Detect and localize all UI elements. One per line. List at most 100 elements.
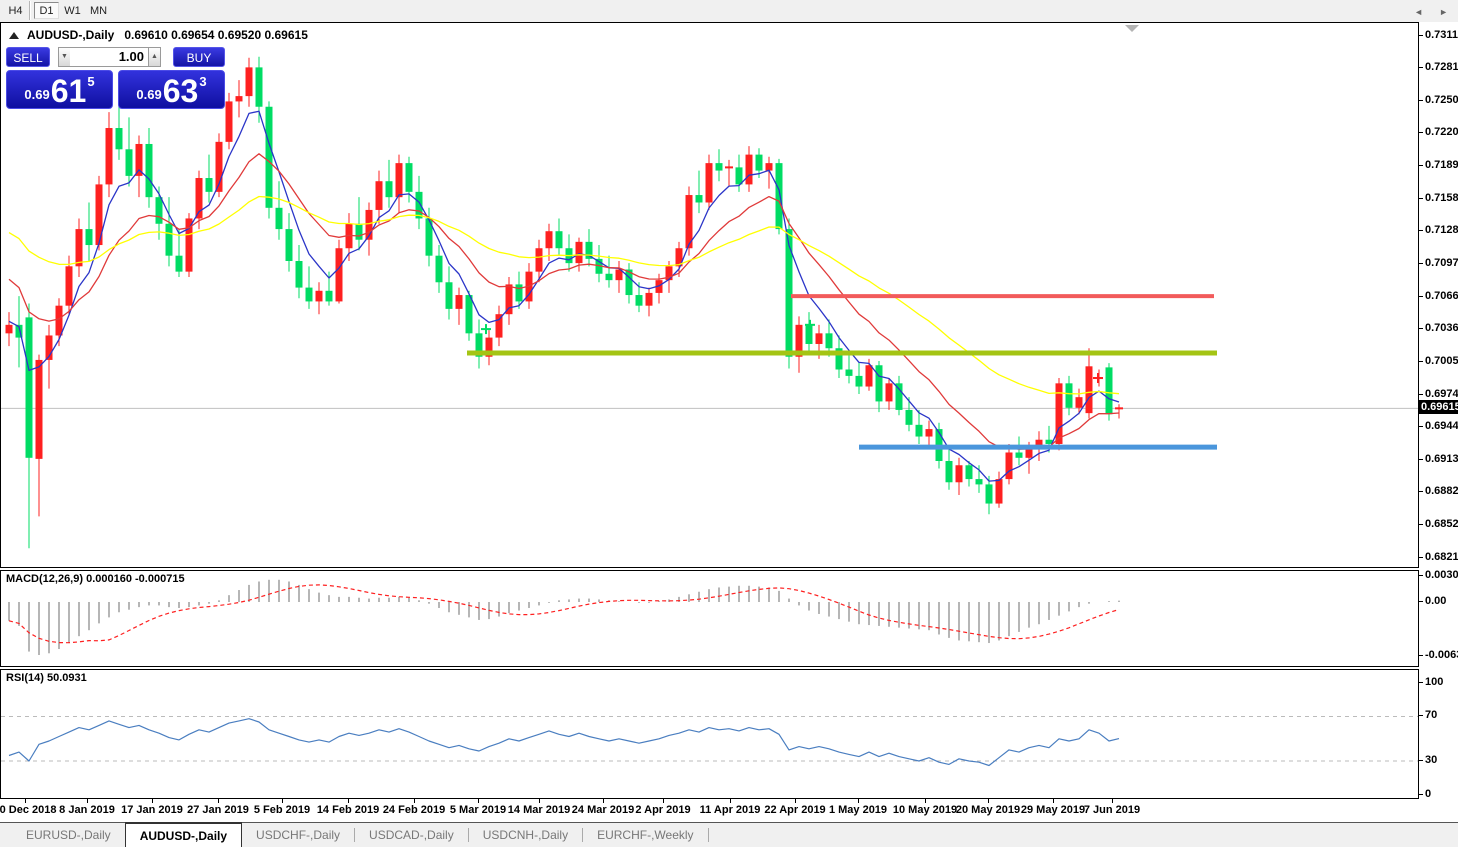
rsi-indicator-panel[interactable]: RSI(14) 50.0931: [0, 669, 1419, 799]
candle-body: [145, 143, 153, 198]
candle-body: [125, 149, 133, 176]
macd-label: MACD(12,26,9) 0.000160 -0.000715: [6, 573, 185, 585]
candle-body: [745, 154, 753, 185]
price-tick-label: 0.72505: [1425, 93, 1458, 106]
macd-tick-label: 0.00: [1425, 595, 1447, 607]
date-tick-label: 27 Jan 2019: [187, 804, 249, 816]
price-tick-mark: [1419, 230, 1423, 232]
buy-price-box[interactable]: 0.69 63 3: [118, 70, 225, 109]
candles-group: [5, 56, 1123, 549]
rsi-label: RSI(14) 50.0931: [6, 672, 87, 684]
rsi-tick-label: 30: [1425, 754, 1438, 767]
macd-tick-mark: [1419, 601, 1423, 602]
macd-signal-line: [8, 584, 1120, 644]
macd-indicator-panel[interactable]: MACD(12,26,9) 0.000160 -0.000715: [0, 570, 1419, 667]
sell-button[interactable]: SELL: [6, 47, 50, 67]
tab-usdcnhdaily[interactable]: USDCNH-,Daily: [482, 828, 569, 842]
rsi-tick-mark: [1419, 760, 1423, 762]
candle-body: [685, 195, 693, 249]
candle-body: [535, 248, 543, 272]
candle-body: [675, 248, 683, 267]
price-tick-mark: [1419, 67, 1423, 69]
tab-separator: [467, 828, 469, 842]
tab-scroll-left-icon[interactable]: ◄: [1414, 7, 1424, 17]
tab-separator: [707, 828, 709, 842]
candle-body: [605, 273, 613, 281]
price-tick-mark: [1419, 295, 1423, 297]
volume-input[interactable]: 1.00: [70, 47, 149, 67]
date-tick-label: 24 Feb 2019: [382, 804, 446, 816]
period-button-W1[interactable]: W1: [60, 2, 85, 19]
period-button-MN[interactable]: MN: [86, 2, 111, 19]
date-tick-label: 14 Mar 2019: [507, 804, 571, 816]
macd-chart-canvas[interactable]: [1, 571, 1418, 666]
date-tick-mark: [1112, 799, 1113, 803]
date-tick-label: 29 May 2019: [1020, 804, 1086, 816]
date-tick-mark: [478, 799, 479, 803]
tab-eurchfweekly[interactable]: EURCHF-,Weekly: [597, 828, 694, 842]
candle-body: [465, 295, 473, 334]
tab-scroll-right-icon[interactable]: ►: [1439, 7, 1448, 17]
scroll-to-end-icon[interactable]: [1125, 25, 1139, 32]
candle-body: [205, 178, 213, 192]
timeframe-toolbar: H4 D1 W1 MN: [0, 0, 1458, 22]
tab-usdchfdaily[interactable]: USDCHF-,Daily: [256, 828, 341, 842]
date-tick-mark: [603, 799, 604, 803]
candle-body: [305, 287, 313, 302]
sell-price-prefix: 0.69: [24, 87, 50, 102]
period-button-D1[interactable]: D1: [34, 2, 59, 19]
price-tick-mark: [1419, 165, 1423, 167]
candle-body: [485, 337, 493, 357]
price-chart-panel[interactable]: AUDUSD-,Daily 0.69610 0.69654 0.69520 0.…: [0, 22, 1419, 568]
price-tick-label: 0.68825: [1425, 485, 1458, 498]
date-tick-mark: [25, 799, 26, 803]
candle-body: [315, 290, 323, 302]
price-tick-mark: [1419, 491, 1423, 493]
candle-body: [875, 365, 883, 402]
candle-body: [65, 266, 73, 306]
candle-body: [185, 218, 193, 272]
candle-body: [15, 324, 23, 338]
candle-body: [785, 229, 793, 357]
tab-audusddaily[interactable]: AUDUSD-,Daily: [124, 822, 243, 847]
date-tick-mark: [1053, 799, 1054, 803]
candle-body: [965, 465, 973, 480]
volume-increase-icon[interactable]: ▲: [148, 47, 161, 67]
sell-price-box[interactable]: 0.69 61 5: [6, 70, 113, 109]
candle-body: [665, 266, 673, 281]
price-tick-label: 0.73115: [1425, 29, 1458, 41]
buy-price-main: 63: [162, 72, 199, 109]
sell-price-main: 61: [50, 72, 87, 109]
rsi-tick-mark: [1419, 793, 1423, 795]
tab-scroll-buttons: ◄ ►: [1414, 6, 1448, 18]
candlestick-chart-canvas[interactable]: [1, 23, 1418, 567]
candle-body: [845, 369, 853, 376]
candle-body: [915, 424, 923, 437]
toolbar-separator: [29, 1, 31, 20]
rsi-line: [8, 718, 1120, 767]
buy-button[interactable]: BUY: [173, 47, 225, 67]
period-button-H4[interactable]: H4: [3, 2, 28, 19]
rsi-tick-label: 70: [1425, 709, 1438, 722]
candle-body: [235, 96, 243, 102]
tab-separator: [582, 828, 584, 842]
candle-body: [1105, 367, 1113, 415]
collapse-triangle-icon[interactable]: [9, 31, 19, 39]
candle-body: [505, 284, 513, 315]
tab-usdcaddaily[interactable]: USDCAD-,Daily: [369, 828, 454, 842]
rsi-chart-canvas[interactable]: [1, 670, 1418, 798]
candle-body: [85, 229, 93, 246]
candle-body: [495, 314, 503, 338]
candle-body: [1055, 383, 1063, 444]
candle-body: [575, 241, 583, 264]
tab-eurusddaily[interactable]: EURUSD-,Daily: [26, 828, 111, 842]
candle-body: [415, 191, 423, 219]
date-tick-mark: [282, 799, 283, 803]
